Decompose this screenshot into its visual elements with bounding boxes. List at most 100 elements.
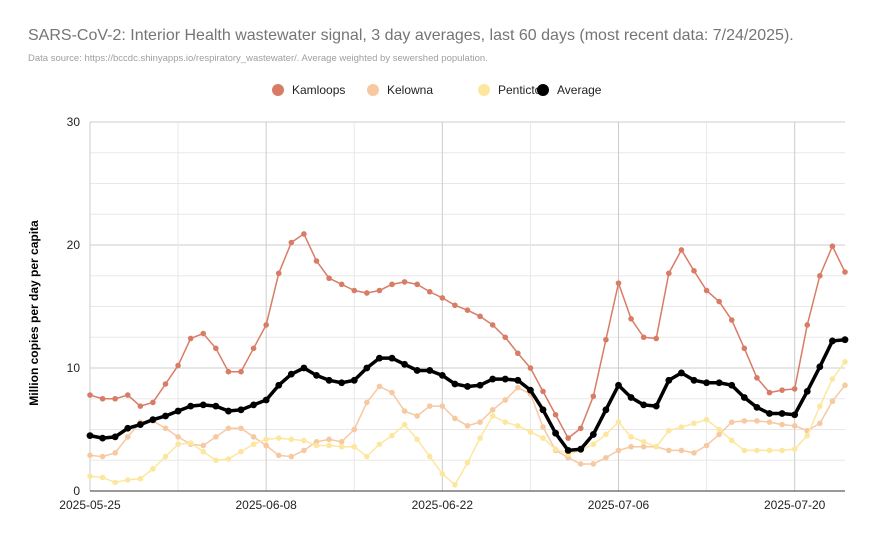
- data-point-kamloops: [414, 281, 420, 288]
- data-point-kelowna: [741, 418, 748, 424]
- data-point-average: [514, 376, 522, 384]
- x-tick-label: 2025-07-06: [588, 498, 650, 512]
- data-point-average: [766, 410, 773, 417]
- data-point-penticton: [389, 432, 395, 439]
- data-point-kamloops: [200, 330, 207, 337]
- data-point-average: [401, 360, 408, 368]
- data-point-average: [552, 429, 559, 437]
- data-point-kamloops: [590, 393, 597, 400]
- data-point-average: [791, 411, 799, 419]
- data-point-average: [376, 354, 383, 362]
- data-point-kelowna: [502, 397, 509, 403]
- data-point-kamloops: [99, 395, 106, 402]
- data-point-penticton: [414, 436, 420, 443]
- data-point-kamloops: [112, 395, 118, 402]
- data-point-penticton: [766, 447, 773, 454]
- data-point-kelowna: [615, 447, 622, 454]
- data-point-penticton: [590, 441, 597, 448]
- data-point-kelowna: [288, 453, 295, 460]
- data-point-penticton: [728, 437, 735, 444]
- data-point-penticton: [250, 441, 257, 448]
- data-point-kelowna: [464, 423, 471, 429]
- data-point-average: [338, 379, 346, 387]
- data-point-penticton: [338, 443, 345, 450]
- data-point-kelowna: [640, 443, 647, 450]
- data-point-penticton: [401, 421, 408, 428]
- data-point-kamloops: [552, 411, 559, 418]
- series-line-average: [89, 337, 846, 453]
- data-point-kelowna: [376, 383, 383, 390]
- data-point-average: [149, 416, 157, 424]
- data-point-kelowna: [590, 461, 597, 467]
- data-point-kamloops: [477, 313, 483, 320]
- data-point-kamloops: [577, 425, 584, 432]
- data-point-kamloops: [741, 345, 748, 352]
- data-point-average: [476, 381, 484, 389]
- legend-item-average[interactable]: Average: [537, 83, 602, 97]
- data-point-kelowna: [439, 403, 446, 409]
- data-point-kamloops: [187, 335, 194, 342]
- data-point-penticton: [615, 419, 622, 425]
- data-point-kamloops: [213, 345, 219, 352]
- data-point-kelowna: [364, 399, 370, 406]
- data-point-kelowna: [829, 398, 836, 405]
- data-point-kelowna: [301, 447, 307, 454]
- data-point-average: [464, 383, 471, 390]
- data-point-penticton: [716, 426, 722, 433]
- y-tick-label: 30: [67, 115, 81, 129]
- data-point-kelowna: [716, 431, 722, 438]
- series-kelowna: [87, 382, 848, 467]
- legend-label: Average: [557, 83, 602, 97]
- data-point-penticton: [804, 432, 811, 439]
- data-point-penticton: [351, 443, 358, 450]
- data-point-kamloops: [653, 335, 660, 342]
- data-point-penticton: [263, 436, 269, 443]
- data-point-average: [413, 367, 421, 374]
- data-point-kamloops: [678, 247, 685, 253]
- data-point-average: [489, 375, 497, 383]
- data-point-kamloops: [691, 268, 697, 274]
- data-point-kelowna: [477, 419, 483, 425]
- data-point-average: [778, 410, 786, 417]
- data-point-average: [363, 364, 371, 372]
- data-point-kelowna: [666, 447, 672, 454]
- data-point-kelowna: [754, 418, 760, 424]
- data-point-kelowna: [112, 450, 118, 456]
- data-point-kamloops: [426, 288, 433, 295]
- data-point-kamloops: [766, 389, 773, 396]
- data-point-average: [589, 431, 597, 438]
- data-point-average: [325, 376, 333, 384]
- gridlines: [89, 121, 845, 492]
- data-point-average: [740, 394, 748, 401]
- data-point-average: [187, 402, 195, 410]
- legend-label: Kamloops: [292, 83, 345, 97]
- legend-item-penticton[interactable]: Penticton: [478, 83, 548, 97]
- legend-item-kamloops[interactable]: Kamloops: [272, 83, 345, 97]
- data-point-kamloops: [401, 279, 408, 285]
- data-point-kelowna: [175, 434, 181, 440]
- chart-title: SARS-CoV-2: Interior Health wastewater s…: [28, 27, 794, 44]
- y-axis-label: Million copies per day per capita: [27, 220, 41, 406]
- data-point-kelowna: [389, 389, 395, 396]
- data-point-penticton: [137, 475, 144, 482]
- data-point-penticton: [515, 423, 521, 429]
- data-point-penticton: [817, 403, 823, 409]
- data-point-kamloops: [716, 298, 722, 305]
- series-average: [86, 336, 849, 454]
- data-point-average: [728, 381, 736, 389]
- data-point-penticton: [540, 435, 546, 441]
- data-point-average: [275, 381, 283, 389]
- data-point-kelowna: [414, 413, 420, 419]
- data-point-kamloops: [150, 399, 156, 406]
- data-point-kelowna: [326, 436, 332, 443]
- data-point-kamloops: [162, 381, 169, 387]
- data-point-kelowna: [603, 454, 609, 461]
- data-point-penticton: [678, 424, 685, 430]
- data-point-average: [350, 376, 358, 384]
- data-point-kamloops: [326, 275, 332, 282]
- data-point-average: [237, 406, 245, 414]
- legend-item-kelowna[interactable]: Kelowna: [367, 83, 433, 97]
- data-point-kelowna: [87, 452, 93, 459]
- data-point-kamloops: [87, 392, 93, 398]
